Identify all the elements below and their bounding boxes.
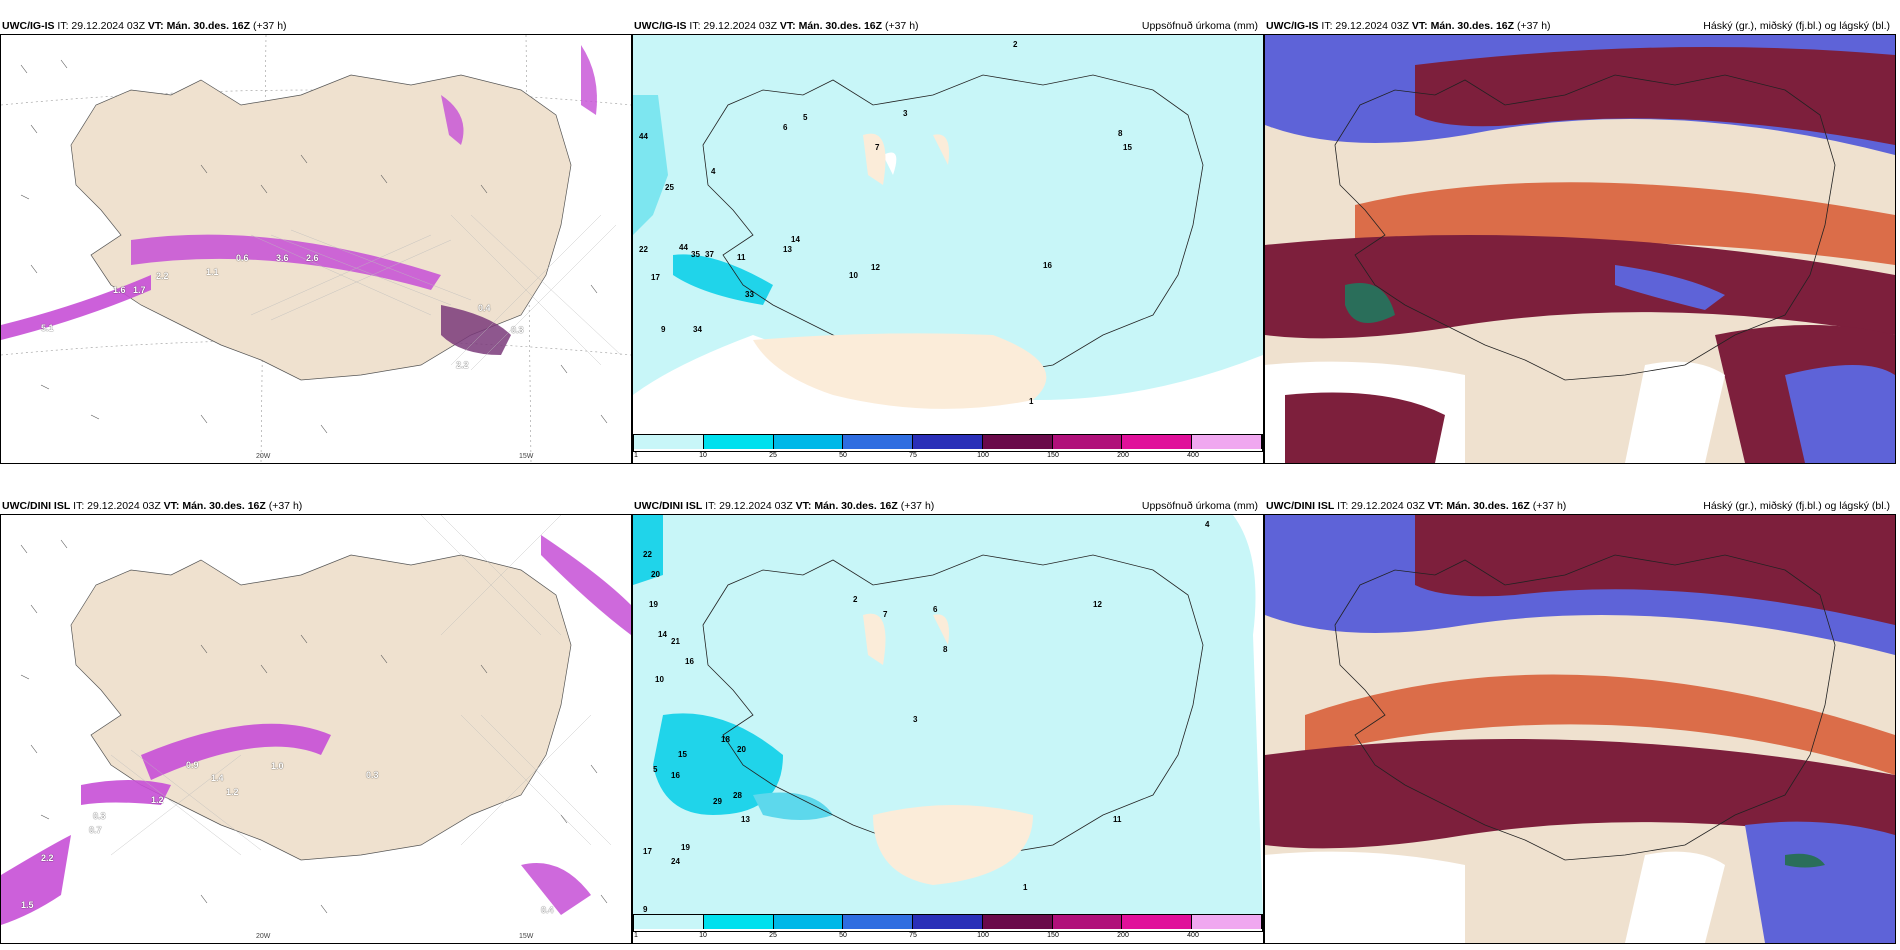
cb-seg [982,435,1053,449]
panel-title-5: UWC/DINI ISL IT: 29.12.2024 03Z VT: Mán.… [634,500,1258,512]
panel-title-4: UWC/DINI ISL IT: 29.12.2024 03Z VT: Mán.… [2,500,303,512]
cb-seg [1122,435,1193,449]
cb-seg [1052,915,1123,929]
cb-seg [843,435,914,449]
cb-seg [634,435,704,449]
iceland-outline [1334,554,1836,861]
iceland-land [70,554,572,861]
cb-seg [1052,435,1123,449]
cb-seg [773,915,844,929]
panel-title-6: UWC/DINI ISL IT: 29.12.2024 03Z VT: Mán.… [1266,500,1890,512]
map-wind-top [1,35,631,463]
cb-seg [703,915,774,929]
cb-seg [843,915,914,929]
map-precip-bottom [633,515,1263,915]
iceland-land [70,74,572,381]
cb-seg [1192,435,1263,449]
map-precip-top [633,35,1263,435]
panel-title-3: UWC/IG-IS IT: 29.12.2024 03Z VT: Mán. 30… [1266,20,1890,32]
cb-seg [913,435,983,449]
cb-seg [773,435,844,449]
iceland-outline [702,554,1204,861]
colorbar-bottom: 1 10 25 50 75 100 150 200 400 [633,914,1263,942]
map-wind-bottom [1,515,631,943]
iceland-outline [702,74,1204,381]
cb-seg [913,915,983,929]
iceland-outline [1334,74,1836,381]
cb-seg [982,915,1053,929]
cb-seg [1192,915,1263,929]
cb-seg [1122,915,1193,929]
cb-seg [634,915,704,929]
cb-seg [703,435,774,449]
panel-title-1: UWC/IG-IS IT: 29.12.2024 03Z VT: Mán. 30… [2,20,287,32]
map-clouds-top [1265,35,1895,463]
panel-title-2: UWC/IG-IS IT: 29.12.2024 03Z VT: Mán. 30… [634,20,1258,32]
colorbar-top: 1 10 25 50 75 100 150 200 400 [633,434,1263,462]
map-clouds-bottom [1265,515,1895,943]
